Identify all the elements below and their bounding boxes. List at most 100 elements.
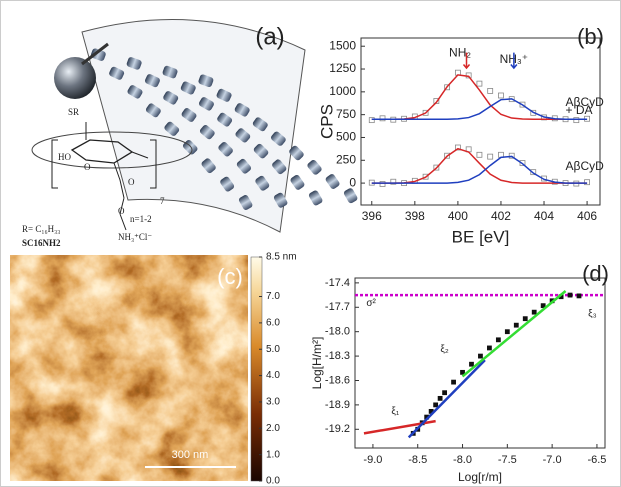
data-point [442,390,448,396]
y-tick-label: 750 [336,107,356,121]
y-tick-label: -19.2 [325,423,350,435]
panel-label: (c) [217,264,243,289]
arrow [462,52,471,70]
colorbar-tick-label: 0.0 [266,476,280,487]
molecule [162,65,178,79]
data-point [573,117,580,124]
annotation: ξ₂ [440,344,448,355]
data-point [567,292,573,298]
y-tick-label: 1000 [329,84,356,98]
molecule [253,143,269,159]
data-point [519,160,526,166]
data-point [584,179,590,186]
molecule [180,81,196,95]
molecule [199,125,215,140]
structure-label: NH₃⁺Cl⁻ [118,232,152,242]
molecule [255,175,270,191]
fit-line [461,290,567,378]
y-tick-label: 1250 [329,61,356,75]
data-point [460,369,465,375]
charts: 396 398 400 402 404 406 0 250 500 750 1000 1250 1500… [310,24,609,484]
molecule [216,88,232,102]
x-tick-label: 404 [534,209,554,223]
molecule [290,174,305,190]
data-point [522,316,528,322]
panel-label: (b) [577,24,604,49]
fit-line [371,98,588,120]
tip-stem [81,42,109,66]
data-point [478,353,483,359]
structure-label: 7 [160,196,165,206]
y-tick-label: -17.7 [325,301,350,313]
structure-labels: SR HO O O O 7 n=1-2 R= C₁₆H₃₃ SC16NH2 NH₃⁺Cl⁻ [22,107,165,248]
colorbar-tick-label: 6.0 [266,318,280,329]
y-tick-label: -17.4 [325,277,350,289]
data-point [531,309,537,315]
scale-bar-label: 300 nm [172,449,209,461]
fit-line [371,147,588,184]
colorbar [250,256,263,482]
data-point [469,361,474,367]
molecule [235,128,251,143]
molecule-rows [90,48,358,210]
molecule [325,174,340,189]
data-point [422,109,429,116]
molecule [144,74,160,88]
panel-a: (a) [31,19,358,233]
structure-label: HO [58,152,71,162]
x-tick-label: 396 [362,209,382,223]
x-tick-label: 402 [491,209,511,223]
data-point [390,178,397,185]
data-point [487,88,494,94]
x-tick-label: -9.0 [363,454,382,466]
molecule [236,158,252,174]
x-tick-label: -8.5 [408,454,427,466]
data-point [433,164,440,171]
molecule [198,74,214,87]
molecule [163,91,179,105]
molecule [199,97,214,111]
data-point [379,181,386,187]
molecule [145,103,161,118]
molecule [289,145,304,161]
data-point [422,173,429,180]
molecule [307,159,322,175]
colorbar-tick-label: 8.5 nm [266,252,297,263]
annotation: ξ₃ [588,308,597,319]
panel-label: (a) [255,23,284,50]
surface-band [81,19,306,233]
panel-label: (d) [582,261,609,286]
y-tick-label: 1500 [329,38,356,52]
fit-line [407,359,486,439]
molecule [126,57,142,70]
fit-line [363,419,436,435]
molecule [217,112,233,127]
data-point [433,98,440,104]
colorbar-tick-label: 2.0 [266,423,280,434]
molecule [201,158,216,174]
data-point [530,169,537,176]
x-axis-label: Log[r/m] [458,470,502,484]
structure-label: O [118,206,125,216]
data-point [444,152,451,159]
molecule [164,121,180,136]
x-tick-label: 400 [448,209,468,223]
molecule [273,192,288,208]
data-point [498,92,504,99]
x-tick-label: 398 [405,209,425,223]
x-tick-label: -6.5 [587,454,606,466]
structure-label: SR [68,107,79,117]
data-point [495,337,501,343]
data-point [504,329,510,335]
data-point [476,151,483,158]
annotation: + DA [566,103,593,117]
molecule [234,103,250,117]
y-tick-label: 500 [336,130,356,144]
annotation: AβCyD [566,159,605,173]
molecule [109,66,125,80]
data-point [451,379,456,385]
x-tick-label: -8.0 [453,454,472,466]
colorbar-ticks: 8.5 nm 7.0 6.0 5.0 4.0 3.0 2.0 1.0 0.0 [259,252,297,487]
y-axis-label: CPS [317,104,336,139]
y-tick-label: 0 [349,175,356,189]
